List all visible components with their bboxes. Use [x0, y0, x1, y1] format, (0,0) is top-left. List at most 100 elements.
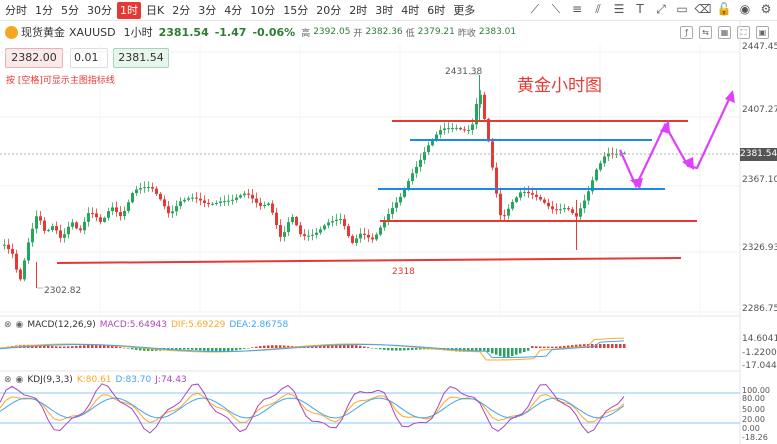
indicator-icon[interactable]: ƒ [680, 26, 693, 39]
candle-body [107, 211, 110, 218]
candlestick-series [3, 75, 626, 288]
candle-body [171, 211, 174, 214]
compare-icon[interactable]: ⇆ [699, 26, 712, 39]
timeframe-13[interactable]: 3时 [375, 3, 394, 17]
kdj-label[interactable]: KDJ(9,3,3) [27, 375, 73, 385]
macd-bar [131, 348, 134, 350]
macd-bar [443, 348, 446, 351]
trendline-icon[interactable]: ⟋ [530, 1, 540, 16]
timeframe-9[interactable]: 10分 [250, 3, 276, 17]
macd-bar [99, 344, 102, 348]
macd-bar [559, 346, 562, 348]
dea-value: DEA:2.86758 [229, 320, 289, 330]
macd-bar [215, 348, 218, 352]
eraser-icon[interactable]: ⌫ [694, 2, 712, 16]
macd-label[interactable]: MACD(12,26,9) [27, 320, 96, 330]
visibility-icon[interactable]: ◉ [15, 320, 24, 330]
macd-bar [227, 348, 230, 352]
macd-value: MACD:5.64943 [99, 320, 167, 330]
macd-bar [247, 348, 250, 349]
candle-body [231, 199, 234, 201]
timeframe-12[interactable]: 2时 [349, 3, 368, 17]
candle-body [491, 141, 494, 168]
macd-bar [467, 348, 470, 352]
candle-body [307, 235, 310, 237]
candle-body [147, 187, 150, 189]
timeframe-16[interactable]: 更多 [453, 3, 476, 17]
timeframe-7[interactable]: 3分 [198, 3, 217, 17]
timeframe-10[interactable]: 15分 [283, 3, 309, 17]
chart-settings-icons: ƒ ⇆ ▦ ⛶ ▣ [680, 26, 769, 39]
dea-line [0, 340, 625, 358]
timeframe-0[interactable]: 分时 [5, 3, 27, 17]
timeframe-11[interactable]: 20分 [316, 3, 342, 17]
macd-bar [295, 346, 298, 348]
eye-icon[interactable]: ◉ [739, 2, 751, 16]
macd-bar [555, 346, 558, 348]
timeframe-5[interactable]: 日K [146, 3, 165, 17]
candle-body [111, 207, 114, 212]
macd-bar [267, 345, 270, 348]
text-icon[interactable]: T [636, 2, 644, 16]
timeframe-2[interactable]: 5分 [61, 3, 79, 17]
candle-body [555, 209, 558, 211]
buy-price-button[interactable]: 2381.54 [113, 48, 169, 68]
quantity-input[interactable]: 0.01 [70, 48, 108, 68]
candle-body [443, 128, 446, 131]
snapshot-icon[interactable]: ▣ [756, 26, 769, 39]
candle-body [391, 207, 394, 215]
candle-body [351, 236, 354, 243]
candle-body [475, 103, 478, 125]
collapse-icon[interactable]: ⊗ [4, 320, 12, 330]
macd-tick-1: 14.60417 [742, 334, 777, 344]
fibonacci-icon[interactable]: ☰ [613, 2, 625, 16]
rectangle-icon[interactable]: ▭ [676, 2, 688, 16]
lock-icon[interactable]: 🔓 [716, 2, 732, 16]
timeframe-14[interactable]: 4时 [401, 3, 420, 17]
timeframe-8[interactable]: 4分 [224, 3, 243, 17]
candle-body [127, 202, 130, 211]
macd-bar [427, 348, 430, 350]
macd-bar [111, 345, 114, 348]
macd-bar [299, 346, 302, 348]
collapse-icon[interactable]: ⊗ [4, 375, 12, 385]
candle-body [383, 220, 386, 228]
macd-bar [323, 345, 326, 348]
macd-bar [207, 348, 210, 352]
timeframe-15[interactable]: 6时 [427, 3, 446, 17]
macd-bar [503, 348, 506, 358]
parallel-channel-icon[interactable]: ⫽ [595, 1, 601, 16]
candle-body [447, 128, 450, 130]
macd-bar [199, 348, 202, 351]
macd-bar [543, 346, 546, 348]
candle-body [75, 222, 78, 229]
timeframe-4[interactable]: 1时 [117, 1, 141, 19]
ray-icon[interactable]: ⟍ [551, 1, 561, 16]
macd-bar [575, 344, 578, 348]
horizontal-line-icon[interactable]: ≡ [571, 2, 583, 16]
macd-bar [515, 348, 518, 355]
settings-icon[interactable]: ⚙ [760, 2, 772, 16]
macd-bar [591, 344, 594, 348]
macd-bar [351, 344, 354, 348]
timeframe-6[interactable]: 2分 [172, 3, 191, 17]
timeframe-3[interactable]: 30分 [87, 3, 112, 17]
macd-histogram [3, 344, 626, 358]
sell-price-button[interactable]: 2382.00 [5, 48, 63, 68]
candle-body [423, 152, 426, 160]
arrow-icon[interactable]: ⤢ [656, 1, 666, 16]
macd-bar [447, 348, 450, 351]
macd-bar [67, 346, 70, 348]
chart-timeframe[interactable]: 1小时 [123, 26, 153, 39]
macd-bar [27, 344, 30, 348]
symbol-ticker[interactable]: XAUUSD [69, 25, 116, 39]
d-value: D:83.70 [115, 375, 152, 385]
candle-body [259, 202, 262, 206]
timeframe-1[interactable]: 1分 [35, 3, 53, 17]
layout-icon[interactable]: ▦ [718, 26, 731, 39]
candle-body [319, 229, 322, 233]
macd-bar [31, 344, 34, 348]
candle-body [427, 145, 430, 153]
fullscreen-icon[interactable]: ⛶ [737, 26, 750, 39]
visibility-icon[interactable]: ◉ [15, 375, 24, 385]
